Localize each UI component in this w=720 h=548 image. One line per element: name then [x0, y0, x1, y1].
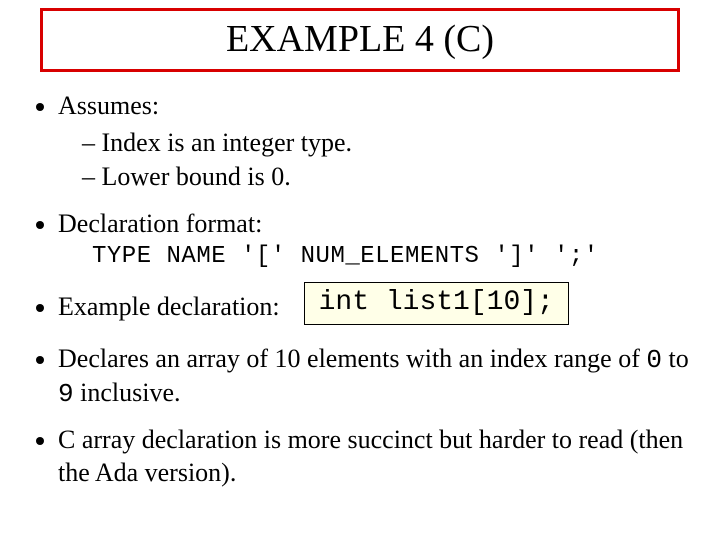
bullet-declares-array: Declares an array of 10 elements with an…: [58, 343, 690, 410]
sub-item: Lower bound is 0.: [82, 161, 690, 194]
text-part: Declares an array of 10 elements with an…: [58, 344, 646, 373]
sub-item: Index is an integer type.: [82, 127, 690, 160]
slide-title: EXAMPLE 4 (C): [226, 18, 494, 60]
text-part: to: [662, 344, 689, 373]
bullet-assumes: Assumes: Index is an integer type. Lower…: [58, 90, 690, 194]
sub-list: Index is an integer type. Lower bound is…: [82, 127, 690, 194]
bullet-text: Example declaration:: [58, 291, 280, 324]
bullet-text: C array declaration is more succinct but…: [58, 425, 683, 487]
text-part: inclusive.: [74, 378, 181, 407]
bullet-list: Assumes: Index is an integer type. Lower…: [30, 90, 690, 489]
declaration-format-line: TYPE NAME '[' NUM_ELEMENTS ']' ';': [92, 242, 690, 272]
bullet-example-declaration: Example declaration: int list1[10];: [58, 286, 690, 329]
code-example-box: int list1[10];: [304, 282, 569, 325]
bullet-succinct: C array declaration is more succinct but…: [58, 424, 690, 489]
mono-zero: 0: [646, 345, 662, 375]
bullet-text: Assumes:: [58, 91, 159, 120]
mono-nine: 9: [58, 379, 74, 409]
title-box: EXAMPLE 4 (C): [40, 8, 680, 72]
bullet-declaration-format: Declaration format: TYPE NAME '[' NUM_EL…: [58, 208, 690, 273]
bullet-text: Declaration format:: [58, 209, 262, 238]
